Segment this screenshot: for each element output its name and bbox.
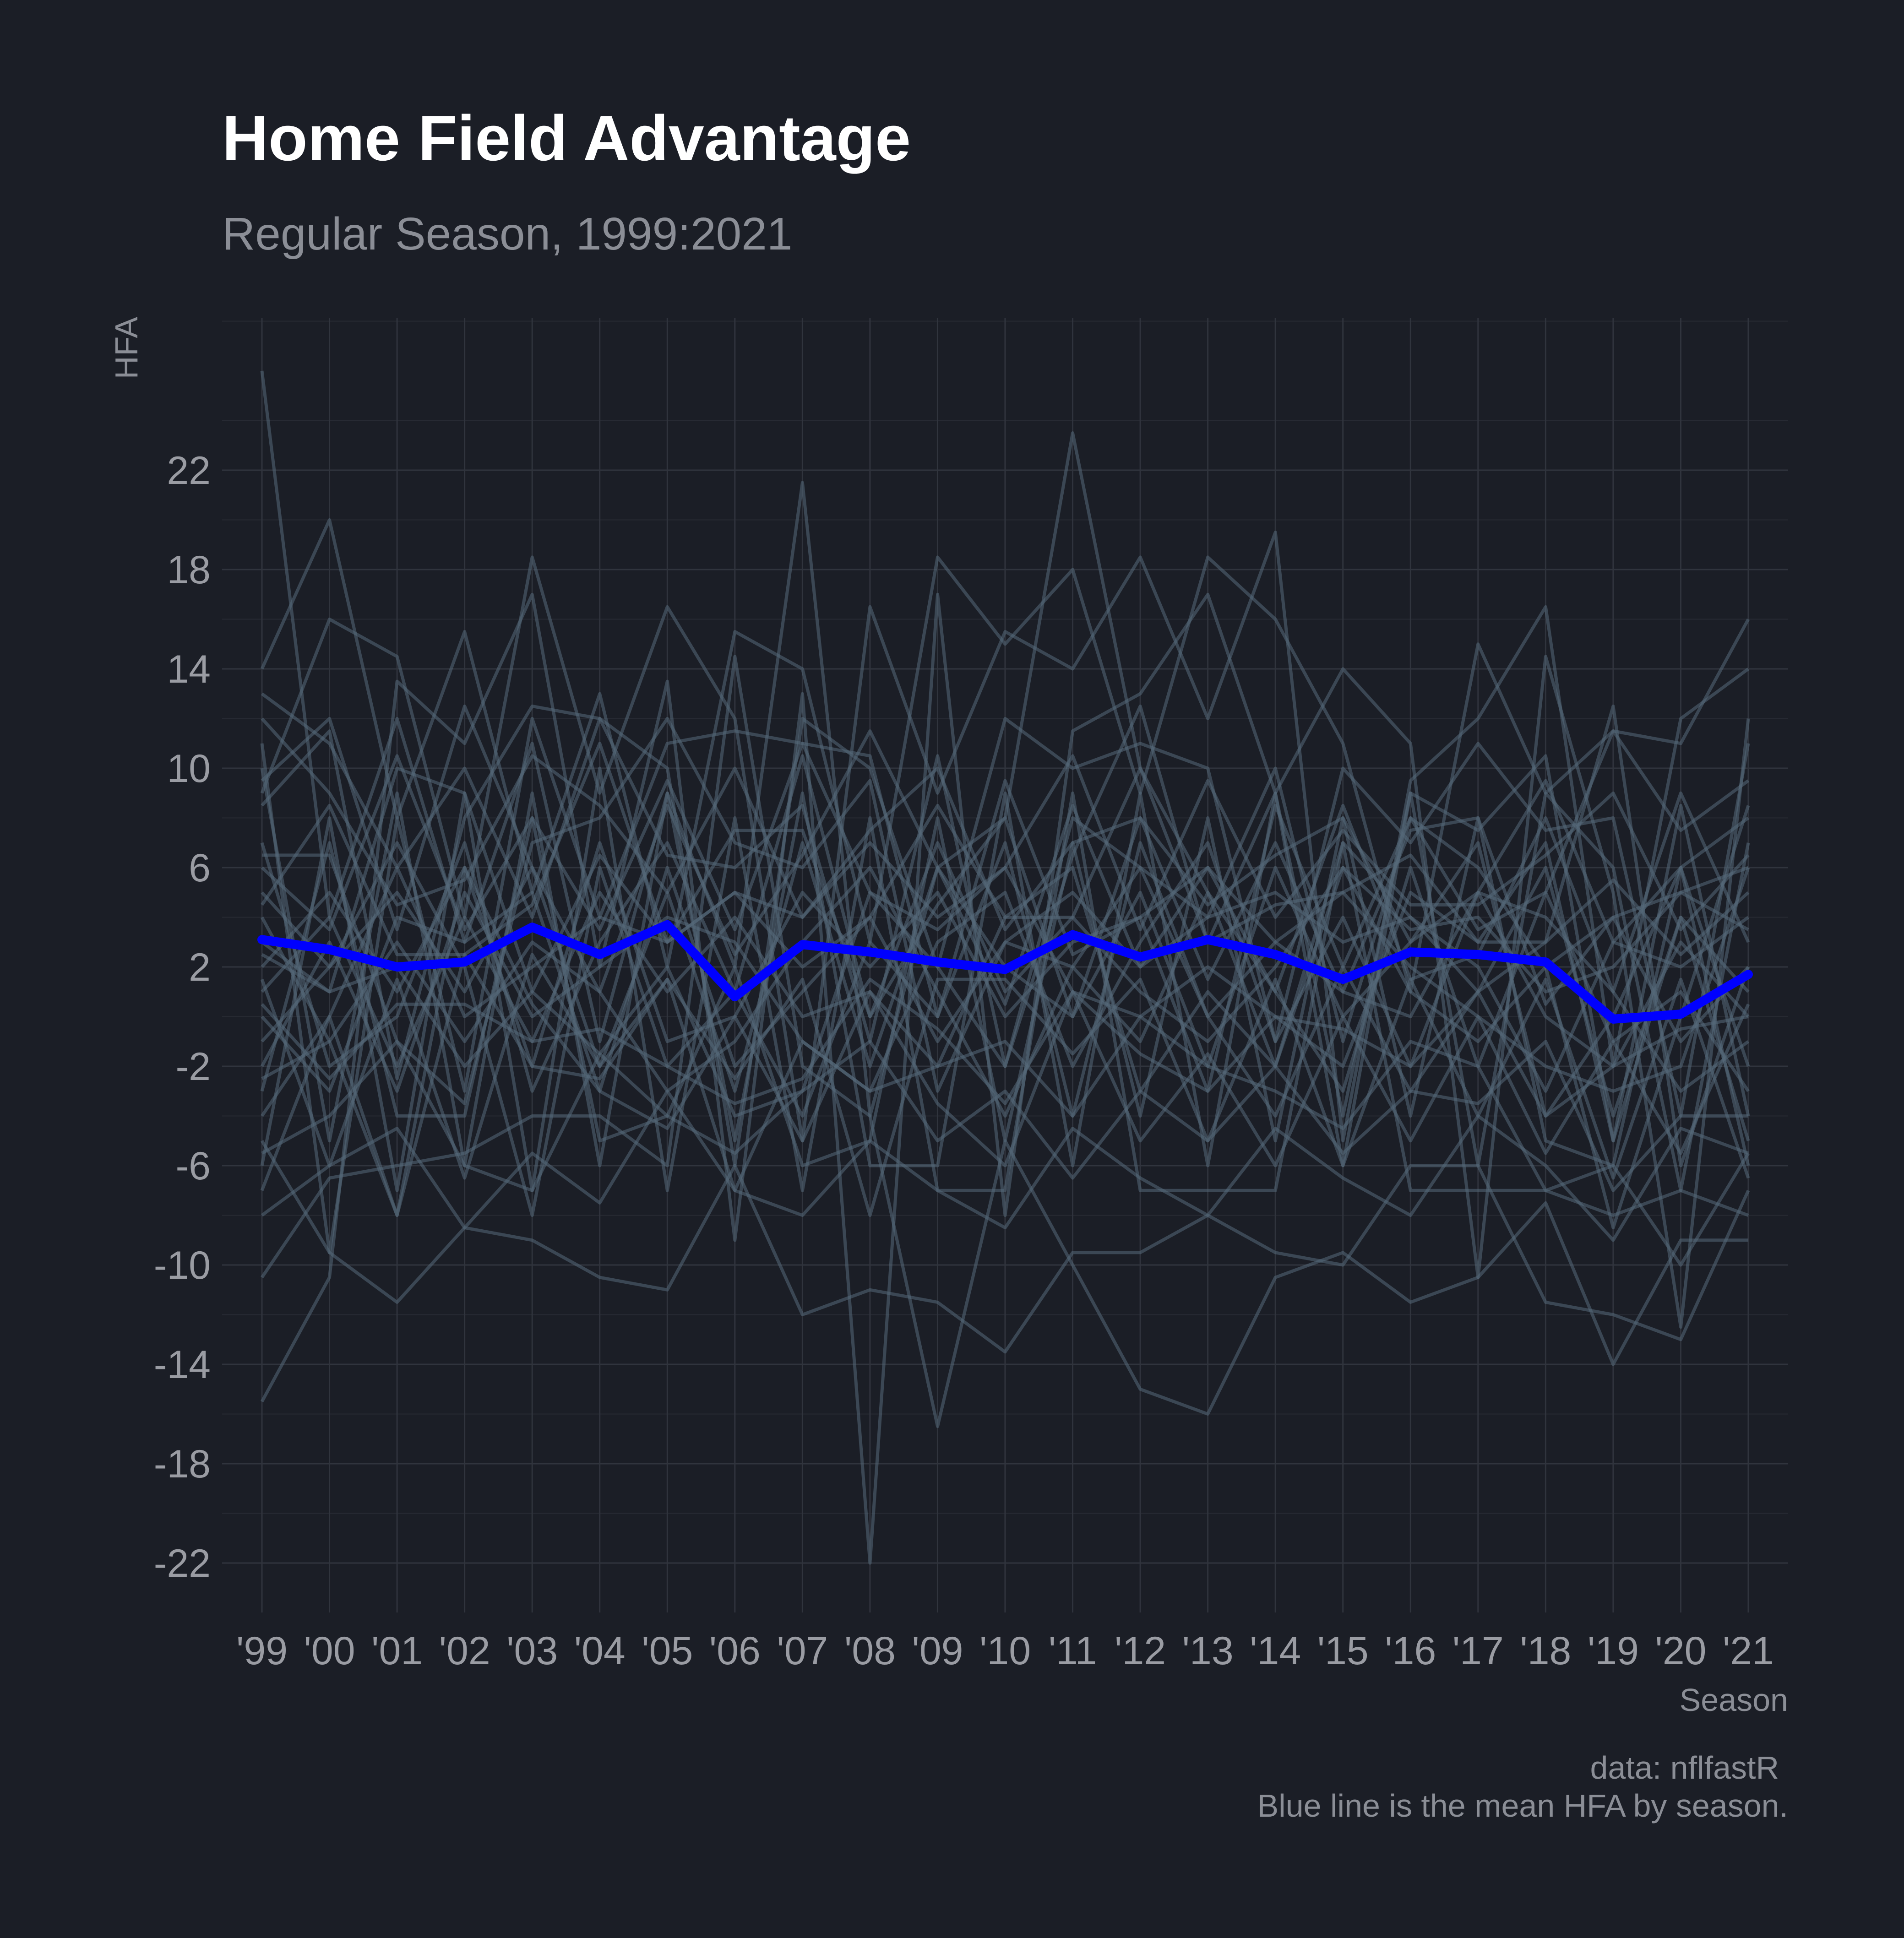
- x-tick-label: '04: [574, 1629, 626, 1673]
- team-line: [261, 1040, 1748, 1192]
- x-tick-label: '21: [1723, 1629, 1774, 1673]
- x-tick-label: '03: [506, 1629, 558, 1673]
- x-tick-label: '05: [642, 1629, 693, 1673]
- x-tick-label: '20: [1655, 1629, 1706, 1673]
- y-tick-label: -22: [154, 1542, 211, 1585]
- team-lines: [260, 370, 1750, 1565]
- mean-line: [257, 920, 1753, 1024]
- team-line: [260, 766, 1749, 1217]
- y-tick-label: 10: [167, 747, 211, 791]
- team-line: [260, 531, 1750, 1143]
- mean-line-group: [257, 920, 1753, 1024]
- x-tick-label: '16: [1385, 1629, 1436, 1673]
- x-tick-labels: '99 '00 '01 '02 '03 '04 '05 '06 '07 '08 '09 '10 '11 '…: [236, 1629, 1774, 1673]
- y-tick-label: -2: [176, 1045, 211, 1089]
- y-tick-label: -14: [154, 1343, 211, 1387]
- team-line: [261, 704, 1750, 1006]
- team-line: [260, 953, 1750, 1217]
- y-tick-label: -10: [154, 1243, 211, 1287]
- x-tick-label: '18: [1520, 1629, 1571, 1673]
- x-tick-label: '08: [844, 1629, 896, 1673]
- team-line: [260, 518, 1750, 993]
- team-line: [261, 1140, 1750, 1354]
- x-tick-label: '06: [709, 1629, 761, 1673]
- x-tick-label: '07: [777, 1629, 828, 1673]
- x-tick-label: '00: [304, 1629, 355, 1673]
- chart-subtitle: Regular Season, 1999:2021: [222, 208, 792, 260]
- y-tick-label: 14: [167, 647, 211, 691]
- y-tick-label: 2: [189, 945, 211, 989]
- x-tick-label: '11: [1049, 1629, 1097, 1673]
- y-axis-title: HFA: [109, 317, 144, 379]
- y-tick-label: 18: [167, 548, 211, 592]
- team-line: [260, 768, 1750, 1192]
- x-tick-label: '99: [236, 1629, 288, 1673]
- grid: [222, 318, 1788, 1612]
- team-line: [261, 717, 1750, 944]
- x-tick-label: '19: [1588, 1629, 1639, 1673]
- x-tick-label: '01: [371, 1629, 423, 1673]
- x-tick-label: '13: [1182, 1629, 1234, 1673]
- team-line: [261, 1089, 1749, 1242]
- caption-note: Blue line is the mean HFA by season.: [1257, 1788, 1788, 1824]
- x-tick-label: '10: [979, 1629, 1031, 1673]
- x-tick-label: '09: [912, 1629, 963, 1673]
- x-tick-label: '02: [439, 1629, 490, 1673]
- y-tick-labels: 22 18 14 10 6 2 -2 -6 -10 -14 -18 -22: [154, 449, 211, 1585]
- team-line: [261, 692, 1750, 1167]
- x-tick-label: '12: [1115, 1629, 1166, 1673]
- x-tick-label: '17: [1452, 1629, 1504, 1673]
- y-tick-label: -18: [154, 1442, 211, 1486]
- team-line: [261, 742, 1750, 932]
- x-axis-title: Season: [1680, 1682, 1788, 1718]
- team-line: [261, 766, 1749, 1018]
- y-tick-label: -6: [176, 1144, 211, 1188]
- team-line: [260, 841, 1750, 1141]
- team-line: [260, 866, 1750, 1217]
- caption-source: data: nflfastR: [1590, 1750, 1779, 1786]
- y-tick-label: 6: [189, 846, 211, 890]
- x-tick-label: '14: [1250, 1629, 1301, 1673]
- team-line: [260, 717, 1750, 1254]
- x-tick-label: '15: [1317, 1629, 1369, 1673]
- team-line: [260, 866, 1750, 1118]
- team-line: [261, 742, 1750, 969]
- y-tick-label: 22: [167, 449, 211, 493]
- chart-title: Home Field Advantage: [222, 102, 911, 174]
